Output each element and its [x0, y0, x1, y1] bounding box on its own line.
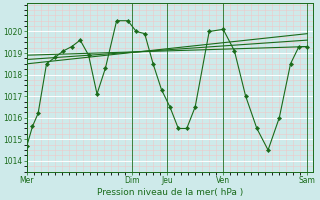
X-axis label: Pression niveau de la mer( hPa ): Pression niveau de la mer( hPa ): [97, 188, 243, 197]
